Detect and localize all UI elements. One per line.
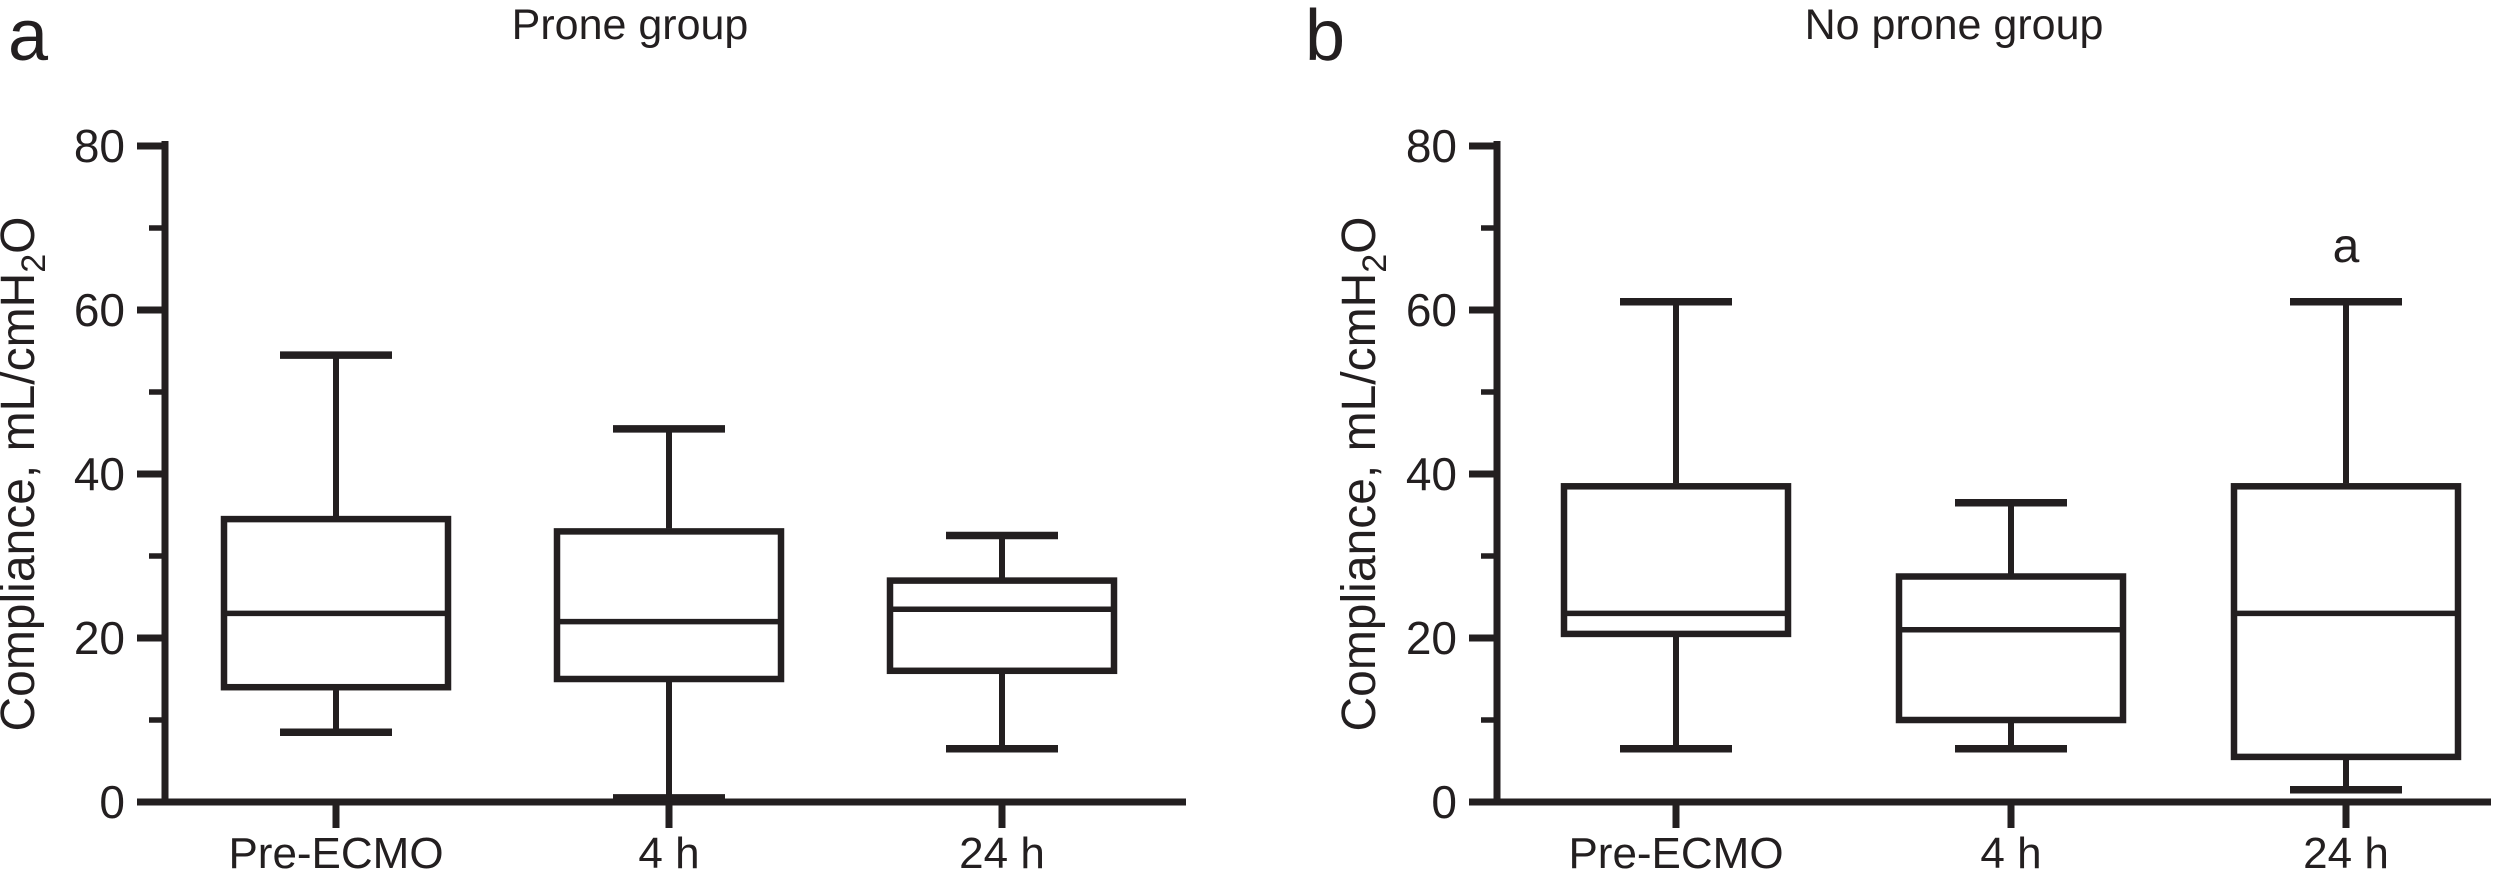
iqr-box bbox=[220, 515, 452, 691]
iqr-box bbox=[1895, 573, 2127, 724]
box-group-24-h: a bbox=[2230, 220, 2462, 794]
x-category-label-4-h: 4 h bbox=[638, 829, 699, 878]
x-axis: Pre-ECMO 4 h 24 h bbox=[1493, 798, 2491, 878]
panel-b: b No prone group 0 20 40 60 80 Compliance, mL… bbox=[1249, 0, 2498, 889]
box-group-Pre-ECMO bbox=[1560, 298, 1792, 753]
iqr-box bbox=[553, 528, 785, 683]
box-group-4-h bbox=[553, 425, 785, 802]
y-tick-label-40: 40 bbox=[74, 448, 125, 500]
panel-b-letter: b bbox=[1305, 0, 1346, 76]
x-category-label-Pre-ECMO: Pre-ECMO bbox=[1568, 829, 1783, 878]
x-category-label-24-h: 24 h bbox=[2303, 829, 2389, 878]
panel-a: a Prone group 0 20 40 60 80 Compliance, mL/cm… bbox=[0, 0, 1186, 878]
y-axis: 0 20 40 60 80 Compliance, mL/cmH2O bbox=[0, 120, 169, 828]
y-tick-label-20: 20 bbox=[1406, 612, 1457, 664]
panel-b-title: No prone group bbox=[1804, 1, 2104, 49]
y-axis-title: Compliance, mL/cmH2O bbox=[1333, 216, 1394, 731]
y-tick-label-20: 20 bbox=[74, 612, 125, 664]
panel-a-boxplot: 0 20 40 60 80 Compliance, mL/cmH2O Pre-ECMO 4 h… bbox=[0, 120, 1186, 878]
iqr-box bbox=[886, 577, 1118, 675]
iqr-box bbox=[2230, 483, 2462, 761]
box-group-Pre-ECMO bbox=[220, 351, 452, 737]
y-tick-label-40: 40 bbox=[1406, 448, 1457, 500]
panel-a-title: Prone group bbox=[511, 1, 749, 49]
x-category-label-Pre-ECMO: Pre-ECMO bbox=[228, 829, 443, 878]
significance-annotation-a: a bbox=[2333, 220, 2360, 273]
y-tick-label-80: 80 bbox=[1406, 120, 1457, 172]
y-tick-label-0: 0 bbox=[1431, 776, 1457, 828]
iqr-box bbox=[1560, 483, 1792, 638]
box-group-24-h bbox=[886, 531, 1118, 753]
y-axis-title: Compliance, mL/cmH2O bbox=[0, 216, 53, 731]
box-group-4-h bbox=[1895, 498, 2127, 753]
y-tick-label-0: 0 bbox=[99, 776, 125, 828]
x-axis: Pre-ECMO 4 h 24 h bbox=[161, 798, 1186, 878]
y-tick-label-80: 80 bbox=[74, 120, 125, 172]
y-tick-label-60: 60 bbox=[74, 284, 125, 336]
y-tick-label-60: 60 bbox=[1406, 284, 1457, 336]
x-category-label-24-h: 24 h bbox=[959, 829, 1045, 878]
panel-a-letter: a bbox=[8, 0, 49, 76]
x-category-label-4-h: 4 h bbox=[1980, 829, 2041, 878]
